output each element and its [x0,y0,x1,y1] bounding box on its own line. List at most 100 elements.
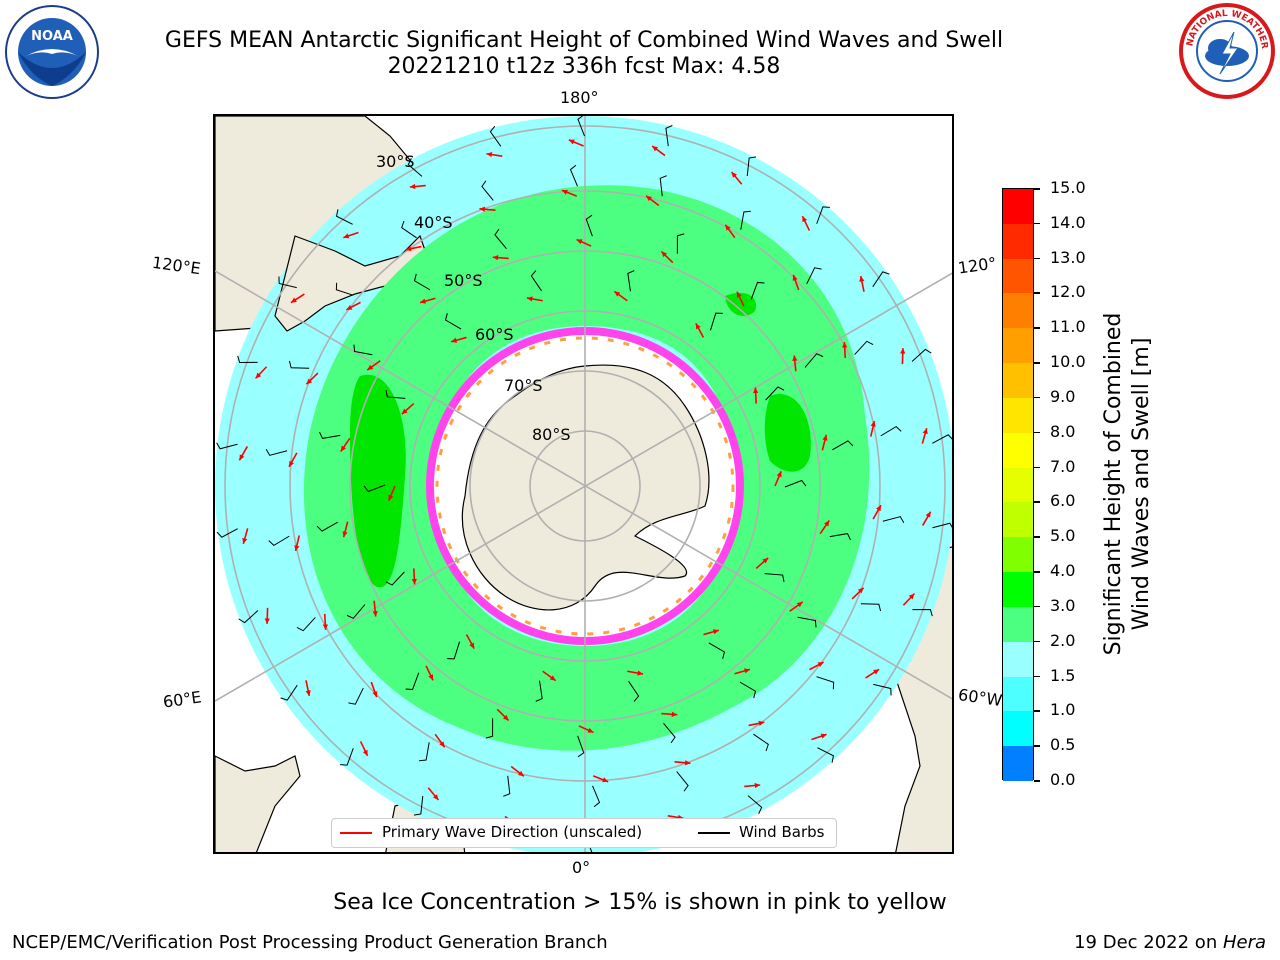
wave-direction-arrowhead [908,593,915,600]
colorbar-tick-mark [1034,362,1040,364]
wave-direction-arrowhead [925,511,931,518]
colorbar-band [1003,606,1033,643]
wind-barb [912,608,933,617]
colorbar-tick-mark [1034,222,1040,225]
wind-barb [494,228,507,250]
wind-barb [419,742,430,762]
wave-band-4m-west [350,374,406,588]
colorbar-tick-label: 11.0 [1050,317,1086,337]
wave-direction-arrowhead [346,305,353,310]
wind-barb [319,431,341,439]
wind-barb [753,733,769,752]
colorbar-tick-mark [1034,571,1040,573]
colorbar-tick-label: 7.0 [1050,456,1076,476]
wind-barb [816,206,830,224]
colorbar-tick-mark [1034,640,1040,643]
wave-direction-arrowhead [290,297,297,303]
wind-barb [585,214,593,237]
wind-barb [932,434,952,444]
wave-direction-arrowhead [294,545,300,551]
wave-direction-arrowhead [614,291,621,297]
polar-map [213,114,954,854]
wave-direction-arrowhead [420,298,426,304]
wave-direction-arrowhead [661,251,668,258]
lon-label-120e: 120°E [150,252,202,279]
wave-band-3m [303,185,870,751]
lon-label-60e: 60°E [161,687,203,712]
wave-direction-arrowhead [343,233,350,239]
wave-direction-arrowhead [712,629,719,635]
colorbar-tick-label: 1.5 [1050,665,1076,685]
wind-barb [569,164,578,187]
colorbar-band [1003,258,1033,294]
wind-barb [348,687,364,705]
footer-producer: NCEP/EMC/Verification Post Processing Pr… [12,932,608,953]
wave-direction-arrowhead [306,378,313,385]
colorbar-tick-label: 2.0 [1050,630,1076,650]
colorbar-band [1003,293,1033,329]
legend-label-wave: Primary Wave Direction (unscaled) [382,823,643,841]
wave-direction-arrowhead [922,428,928,435]
wind-barb [676,771,689,792]
wind-barb [335,209,353,225]
wave-direction-arrowhead [753,387,759,394]
colorbar-tick-mark [1034,780,1040,782]
wind-barb [797,616,817,628]
wave-direction-arrowhead [340,445,346,452]
lon-label-60w: 60°W [956,685,1004,710]
colorbar-tick-mark [1034,501,1040,503]
wave-band-4m-north [725,292,756,316]
wind-barb [489,125,502,147]
lat-label-60s: 60°S [475,325,514,344]
colorbar-band [1003,537,1033,573]
wave-direction-arrowhead [409,183,416,190]
legend-line-wave [340,832,372,834]
wave-direction-arrowhead [859,276,865,282]
wave-direction-arrowhead [873,669,880,675]
lat-label-80s: 80°S [532,425,571,444]
colorbar-tick-label: 0.5 [1050,735,1076,755]
colorbar-tick-label: 13.0 [1050,247,1086,267]
wind-barb [676,233,685,254]
wind-barb [268,535,290,547]
wind-barb [481,180,494,201]
legend-label-barbs: Wind Barbs [739,823,825,841]
wave-direction-arrowhead [526,296,533,302]
colorbar-tick-label: 4.0 [1050,561,1076,581]
wave-direction-arrowhead [568,139,575,145]
wave-direction-arrowhead [518,770,524,777]
wind-barb [385,571,405,586]
footer-machine: Hera [1222,932,1266,953]
wave-direction-arrowhead [646,195,652,202]
colorbar-tick-label: 14.0 [1050,212,1086,232]
wave-direction-arrowhead [671,711,678,717]
colorbar-tick-mark [1034,327,1040,329]
wind-barb [265,449,288,456]
noaa-logo-text: NOAA [31,29,73,44]
colorbar-tick-label: 3.0 [1050,595,1076,615]
wind-barb [873,683,892,696]
wind-barb [535,680,543,702]
lon-label-120w: 120° [956,253,998,278]
wind-barb [806,267,822,285]
colorbar-tick-mark [1034,466,1040,469]
colorbar-tick-mark [1034,605,1040,608]
wave-direction-arrowhead [822,434,828,441]
legend-line-barbs [698,832,730,834]
colorbar-tick-label: 15.0 [1050,178,1086,197]
colorbar-label-line2: Wind Waves and Swell [m] [1129,337,1154,631]
wave-direction-arrowhead [322,624,328,630]
wave-direction-arrowhead [652,146,659,152]
wind-barb [401,220,417,239]
wave-direction-arrowhead [255,372,262,379]
wind-barb [237,355,258,364]
colorbar-tick-mark [1034,536,1040,538]
wave-direction-arrowhead [876,505,881,512]
colorbar-band [1003,223,1033,260]
wave-direction-arrowhead [264,618,270,624]
wave-direction-arrowhead [469,642,475,649]
colorbar-tick-label: 9.0 [1050,386,1076,406]
wave-direction-arrowhead [401,408,408,415]
wind-barb [238,610,259,624]
wave-direction-arrowhead [428,674,434,681]
